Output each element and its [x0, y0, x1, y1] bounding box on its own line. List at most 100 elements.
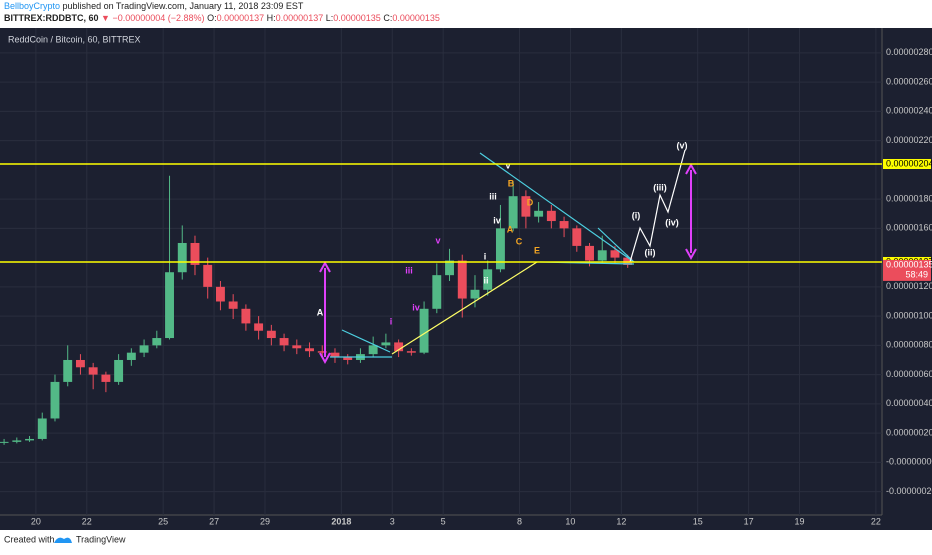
projection	[629, 149, 686, 263]
logo	[54, 537, 72, 543]
x-tick-label: 3	[390, 516, 395, 526]
annotation: i	[390, 316, 393, 326]
annotation: (i)	[632, 210, 641, 220]
candle-body	[495, 228, 505, 270]
annotation: C	[516, 236, 523, 246]
candle-body	[139, 345, 149, 353]
annotation: B	[508, 178, 515, 188]
candle-body	[254, 323, 264, 331]
change-arrow: ▼	[101, 13, 110, 23]
y-tick-label: -0.00000000	[886, 457, 932, 467]
annotation: (iii)	[653, 182, 667, 192]
annotation: v	[435, 235, 440, 245]
candle-body	[292, 345, 302, 349]
annotation: (iv)	[665, 217, 679, 227]
annotation: i	[484, 251, 487, 261]
candle-body	[521, 196, 531, 217]
candle-body	[215, 286, 225, 302]
symbol-line: BITTREX:RDDBTC, 60 ▼ −0.00000004 (−2.88%…	[4, 13, 440, 23]
candle-body	[88, 367, 98, 375]
candle-body	[457, 260, 467, 299]
x-tick-label: 27	[209, 516, 219, 526]
footer-bg	[0, 530, 932, 550]
y-tick-label: 0.00000080	[886, 340, 932, 350]
candle-body	[75, 359, 85, 368]
x-tick-label: 12	[616, 516, 626, 526]
ohlc-value: 0.00000135	[333, 13, 381, 23]
arrow-head	[685, 162, 697, 261]
y-tick-label: -0.00000020	[886, 486, 932, 496]
annotation: D	[527, 197, 534, 207]
candle-body	[50, 381, 60, 419]
trend-line	[597, 227, 635, 263]
annotations: A v iii iv i ii B A C D E (i) (ii) (iii)…	[317, 140, 688, 326]
published: published on TradingView.com, January 11…	[63, 1, 304, 11]
x-tick-label: 2018	[331, 516, 351, 526]
candle-body	[572, 228, 582, 246]
candle-body	[279, 338, 289, 346]
price-tag	[883, 159, 931, 170]
ohlc-key: L:	[326, 13, 334, 23]
candle-body	[0, 441, 9, 443]
y-tick-label: 0.00000280	[886, 47, 932, 57]
x-tick-label: 20	[31, 516, 41, 526]
annotation: ii	[483, 275, 488, 285]
ohlc-value: 0.00000135	[392, 13, 440, 23]
footer-brand[interactable]: TradingView	[76, 534, 126, 544]
candle-body	[190, 242, 200, 265]
y-tick-label: 0.00000220	[886, 135, 932, 145]
annotation: (v)	[677, 140, 688, 150]
annotation: iv	[412, 302, 420, 312]
annotation: iii	[489, 191, 497, 201]
candle-body	[432, 275, 442, 309]
header-bg	[0, 0, 932, 28]
annotation: A	[317, 307, 324, 317]
candle-body	[546, 210, 556, 222]
trend-line	[479, 152, 635, 263]
candle-body	[406, 351, 416, 353]
candle-body	[37, 418, 47, 439]
candle-body	[228, 301, 238, 309]
x-tick-label: 10	[565, 516, 575, 526]
ohlc-value: 0.00000137	[217, 13, 265, 23]
author[interactable]: BellboyCrypto	[4, 1, 60, 11]
candle-body	[63, 359, 73, 382]
ohlc-key: H:	[267, 13, 276, 23]
candle-body	[470, 289, 480, 299]
y-tick-label: 0.00000120	[886, 281, 932, 291]
x-tick-label: 22	[871, 516, 881, 526]
candle-body	[101, 374, 111, 382]
y-tick-label: 0.00000260	[886, 76, 932, 86]
candle-body	[305, 348, 314, 352]
candle-body	[483, 269, 493, 290]
trend-line	[341, 329, 391, 353]
candle-body	[266, 330, 276, 339]
candle-body	[126, 352, 136, 360]
drawings	[319, 149, 697, 365]
trend-line	[391, 261, 538, 355]
candle-body	[381, 342, 391, 346]
annotation: A	[507, 224, 514, 234]
x-tick-label: 19	[795, 516, 805, 526]
candle-body	[508, 196, 518, 229]
x-tick-label: 17	[744, 516, 754, 526]
candle-body	[445, 260, 454, 276]
footer-created: Created with	[4, 534, 55, 544]
arrow-head	[319, 260, 331, 365]
y-tick-label: 0.00000020	[886, 427, 932, 437]
y-tick-label: 0.00000100	[886, 310, 932, 320]
symbol: BITTREX:RDDBTC, 60	[4, 13, 99, 23]
y-tick-label: 0.00000060	[886, 369, 932, 379]
candle-body	[203, 264, 213, 287]
countdown: 58:49	[905, 269, 928, 279]
candle-body	[152, 338, 162, 346]
x-tick-label: 5	[441, 516, 446, 526]
last-price-label: 0.00000135	[886, 259, 932, 269]
candle-body	[585, 245, 594, 261]
y-tick-label: 0.00000180	[886, 193, 932, 203]
annotation: iii	[405, 265, 413, 275]
annotation: (ii)	[645, 247, 656, 257]
price-tag-label: 0.00000204	[886, 158, 932, 168]
ohlc-key: O:	[207, 13, 217, 23]
